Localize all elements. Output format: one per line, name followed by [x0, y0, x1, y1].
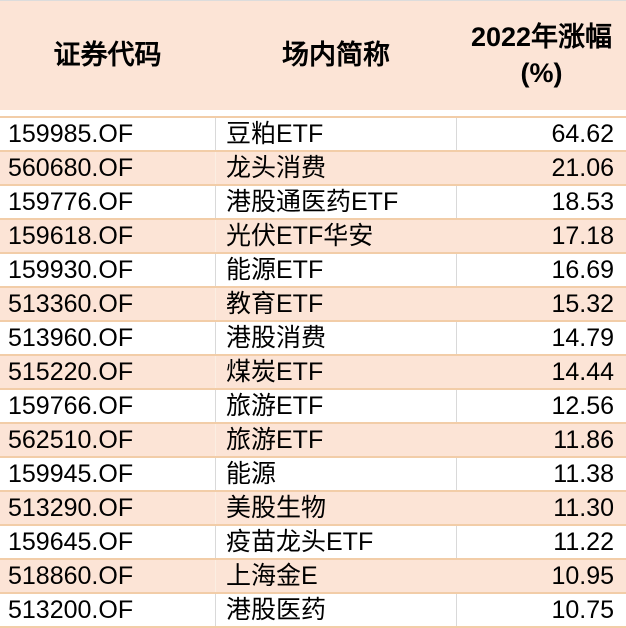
- table-row: 159776.OF 港股通医药ETF 18.53: [0, 186, 626, 220]
- name-cell: 旅游ETF: [215, 424, 457, 456]
- name-cell: 能源ETF: [215, 254, 457, 286]
- code-cell: 159766.OF: [8, 391, 134, 420]
- gain-cell: 11.30: [553, 493, 614, 522]
- name-cell: 煤炭ETF: [215, 356, 457, 388]
- gain-cell: 17.18: [551, 221, 614, 250]
- header-body-gap: [0, 110, 626, 118]
- table-row: 159766.OF 旅游ETF 12.56: [0, 390, 626, 424]
- code-cell: 518860.OF: [8, 561, 134, 590]
- name-cell: 能源: [215, 458, 457, 490]
- table-row: 560680.OF 龙头消费 21.06: [0, 152, 626, 186]
- header-fund-name-label: 场内简称: [282, 39, 390, 70]
- table-row: 159930.OF 能源ETF 16.69: [0, 254, 626, 288]
- code-cell: 159618.OF: [8, 221, 134, 250]
- code-cell: 159985.OF: [8, 119, 134, 148]
- code-cell: 560680.OF: [8, 153, 134, 182]
- name-cell: 旅游ETF: [215, 390, 457, 422]
- table-row: 159945.OF 能源 11.38: [0, 458, 626, 492]
- gain-cell: 12.56: [551, 391, 614, 420]
- header-fund-name: 场内简称: [215, 1, 457, 110]
- gain-cell: 11.86: [553, 425, 614, 454]
- table-row: 562510.OF 旅游ETF 11.86: [0, 424, 626, 458]
- gain-cell: 10.75: [551, 595, 614, 624]
- code-cell: 513960.OF: [8, 323, 134, 352]
- name-cell: 上海金E: [215, 560, 457, 592]
- name-cell: 豆粕ETF: [215, 118, 457, 150]
- gain-cell: 16.69: [551, 255, 614, 284]
- name-cell: 港股消费: [215, 322, 457, 354]
- code-cell: 159930.OF: [8, 255, 134, 284]
- gain-cell: 15.32: [551, 289, 614, 318]
- table-row: 159618.OF 光伏ETF华安 17.18: [0, 220, 626, 254]
- table-row: 159645.OF 疫苗龙头ETF 11.22: [0, 526, 626, 560]
- table-row: 515220.OF 煤炭ETF 14.44: [0, 356, 626, 390]
- header-2022-gain: 2022年涨幅 (%): [457, 1, 626, 110]
- code-cell: 515220.OF: [8, 357, 134, 386]
- gain-cell: 21.06: [551, 153, 614, 182]
- table-row: 513960.OF 港股消费 14.79: [0, 322, 626, 356]
- code-cell: 159776.OF: [8, 187, 134, 216]
- header-2022-gain-label-line1: 2022年涨幅: [470, 22, 613, 53]
- gain-cell: 14.79: [551, 323, 614, 352]
- code-cell: 159645.OF: [8, 527, 134, 556]
- code-cell: 513360.OF: [8, 289, 134, 318]
- gain-cell: 11.38: [553, 459, 614, 488]
- table-row: 159985.OF 豆粕ETF 64.62: [0, 118, 626, 152]
- gain-cell: 14.44: [551, 357, 614, 386]
- table-row: 518860.OF 上海金E 10.95: [0, 560, 626, 594]
- gain-cell: 11.22: [553, 527, 614, 556]
- name-cell: 港股通医药ETF: [215, 186, 457, 218]
- code-cell: 159945.OF: [8, 459, 134, 488]
- name-cell: 教育ETF: [215, 288, 457, 320]
- gain-cell: 18.53: [551, 187, 614, 216]
- table-row: 513360.OF 教育ETF 15.32: [0, 288, 626, 322]
- name-cell: 疫苗龙头ETF: [215, 526, 457, 558]
- code-cell: 562510.OF: [8, 425, 134, 454]
- name-cell: 美股生物: [215, 492, 457, 524]
- name-cell: 港股医药: [215, 594, 457, 626]
- header-security-code-label: 证券代码: [53, 39, 162, 70]
- header-security-code: 证券代码: [0, 1, 215, 110]
- code-cell: 513290.OF: [8, 493, 134, 522]
- gain-cell: 64.62: [551, 119, 614, 148]
- table-row: 513200.OF 港股医药 10.75: [0, 594, 626, 628]
- name-cell: 龙头消费: [215, 152, 457, 184]
- code-cell: 513200.OF: [8, 595, 134, 624]
- table-row: 513290.OF 美股生物 11.30: [0, 492, 626, 526]
- header-2022-gain-label-line2: (%): [520, 57, 563, 88]
- name-cell: 光伏ETF华安: [215, 220, 457, 252]
- table-body: 159985.OF 豆粕ETF 64.62 560680.OF 龙头消费 21.…: [0, 118, 626, 628]
- gain-cell: 10.95: [551, 561, 614, 590]
- table-header-row: 证券代码 场内简称 2022年涨幅 (%): [0, 1, 626, 110]
